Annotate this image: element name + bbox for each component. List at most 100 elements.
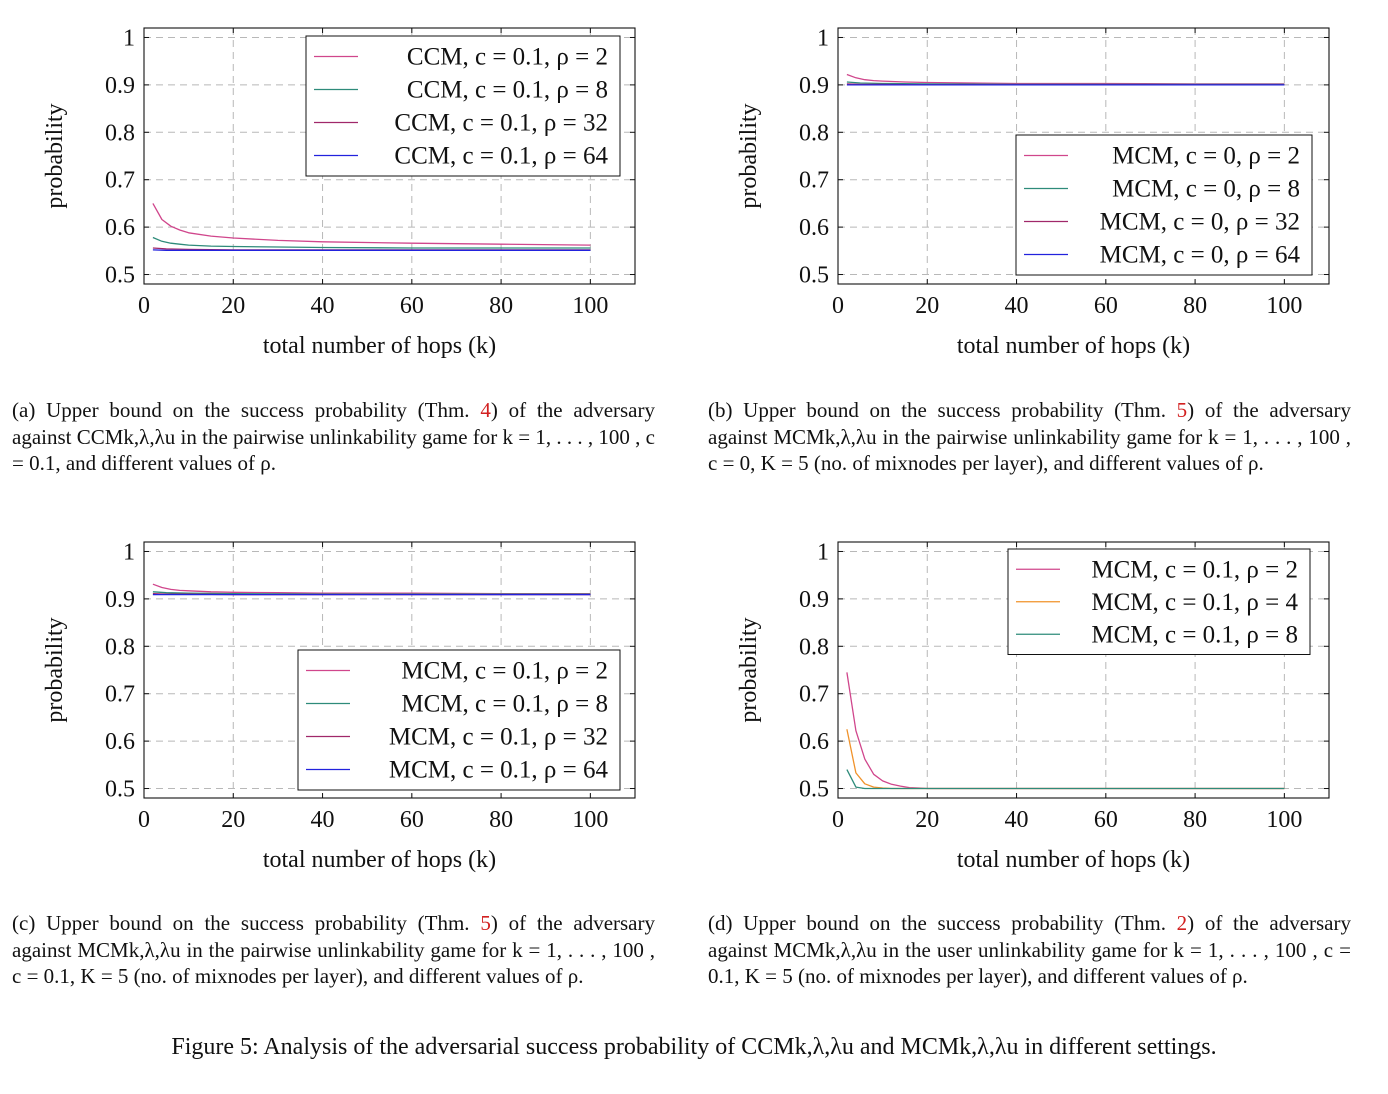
series-line-1 — [152, 203, 591, 246]
legend-label-1: MCM, c = 0.1, ρ = 2 — [1091, 556, 1298, 583]
x-tick-label: 40 — [311, 807, 335, 833]
x-tick-label: 20 — [915, 293, 939, 319]
y-axis-label: probability — [42, 103, 68, 208]
x-tick-label: 60 — [1094, 807, 1118, 833]
plot-frame — [143, 541, 636, 799]
caption-a: (a) Upper bound on the success probabili… — [12, 397, 655, 477]
legend-label-2: CCM, c = 0.1, ρ = 8 — [407, 77, 608, 104]
y-tick-label: 0.7 — [105, 168, 135, 194]
y-tick-label: 0.5 — [105, 777, 135, 803]
x-tick-label: 100 — [1266, 293, 1302, 319]
plot-frame — [837, 27, 1330, 285]
x-tick-label: 100 — [1266, 807, 1302, 833]
series-line-1 — [846, 73, 1285, 85]
legend-label-1: MCM, c = 0.1, ρ = 2 — [401, 658, 608, 685]
caption-a-ref[interactable]: 4 — [480, 398, 491, 422]
x-tick-label: 40 — [311, 293, 335, 319]
x-tick-label: 20 — [221, 807, 245, 833]
y-tick-label: 0.6 — [105, 729, 135, 755]
legend-box — [1015, 134, 1313, 276]
y-tick-label: 0.6 — [105, 215, 135, 241]
caption-d-suffix: ) of the adversary against MCMk,λ,λu in … — [708, 911, 1351, 988]
y-tick-label: 1 — [123, 539, 135, 565]
x-tick-label: 80 — [1183, 807, 1207, 833]
y-tick-label: 0.6 — [799, 729, 829, 755]
x-tick-label: 20 — [221, 293, 245, 319]
y-tick-label: 0.8 — [799, 634, 829, 660]
y-tick-label: 0.7 — [799, 682, 829, 708]
y-tick-label: 0.7 — [105, 682, 135, 708]
x-axis-label: total number of hops (k) — [957, 847, 1190, 873]
x-tick-label: 100 — [572, 293, 608, 319]
y-tick-label: 1 — [817, 539, 829, 565]
legend-label-3: CCM, c = 0.1, ρ = 32 — [394, 110, 608, 137]
x-tick-label: 60 — [1094, 293, 1118, 319]
figure-caption: Figure 5: Analysis of the adversarial su… — [171, 1034, 1217, 1060]
x-tick-label: 100 — [572, 807, 608, 833]
legend-label-3: MCM, c = 0.1, ρ = 32 — [389, 724, 608, 751]
caption-b: (b) Upper bound on the success probabili… — [708, 397, 1351, 477]
series-line-2 — [152, 236, 591, 249]
chart-a: 0 20 40 60 80 100 0.5 0.6 0.7 0.8 0.9 1 total number… — [42, 25, 636, 359]
series-line-1 — [846, 672, 1285, 790]
y-axis-label: probability — [736, 617, 762, 722]
caption-b-suffix: ) of the adversary against MCMk,λ,λu in … — [708, 398, 1351, 475]
chart-c: 0 20 40 60 80 100 0.5 0.6 0.7 0.8 0.9 1 total number… — [42, 539, 636, 873]
y-tick-label: 0.9 — [105, 587, 135, 613]
y-tick-label: 0.8 — [105, 120, 135, 146]
legend-label-4: MCM, c = 0.1, ρ = 64 — [389, 757, 609, 784]
x-tick-label: 60 — [400, 293, 424, 319]
x-tick-label: 0 — [832, 293, 844, 319]
y-tick-label: 0.8 — [105, 634, 135, 660]
plot-frame — [837, 541, 1330, 799]
chart-d: 0 20 40 60 80 100 0.5 0.6 0.7 0.8 0.9 1 total number… — [736, 539, 1330, 873]
legend-box — [305, 35, 621, 177]
caption-d: (d) Upper bound on the success probabili… — [708, 910, 1351, 990]
y-tick-label: 0.9 — [105, 73, 135, 99]
x-axis-label: total number of hops (k) — [263, 333, 496, 359]
x-tick-label: 0 — [138, 807, 150, 833]
caption-a-suffix: ) of the adversary against CCMk,λ,λu in … — [12, 398, 655, 475]
y-axis-label: probability — [736, 103, 762, 208]
x-tick-label: 60 — [400, 807, 424, 833]
series-line-2 — [846, 729, 1285, 790]
y-tick-label: 0.5 — [105, 263, 135, 289]
plot-frame — [143, 27, 636, 285]
legend-label-2: MCM, c = 0, ρ = 8 — [1112, 176, 1300, 203]
legend-label-2: MCM, c = 0.1, ρ = 8 — [401, 691, 608, 718]
y-tick-label: 1 — [123, 25, 135, 51]
y-tick-label: 0.5 — [799, 777, 829, 803]
caption-c-ref[interactable]: 5 — [480, 911, 491, 935]
caption-a-prefix: (a) Upper bound on the success probabili… — [12, 398, 481, 422]
x-tick-label: 80 — [489, 807, 513, 833]
x-axis-label: total number of hops (k) — [263, 847, 496, 873]
x-tick-label: 0 — [138, 293, 150, 319]
caption-b-prefix: (b) Upper bound on the success probabili… — [708, 398, 1177, 422]
y-tick-label: 0.5 — [799, 263, 829, 289]
y-tick-label: 1 — [817, 25, 829, 51]
caption-d-ref[interactable]: 2 — [1176, 911, 1188, 935]
y-tick-label: 0.9 — [799, 73, 829, 99]
caption-b-ref[interactable]: 5 — [1176, 398, 1188, 422]
x-tick-label: 20 — [915, 807, 939, 833]
legend-label-2: MCM, c = 0.1, ρ = 4 — [1091, 589, 1298, 616]
caption-c: (c) Upper bound on the success probabili… — [12, 910, 655, 990]
legend-label-4: CCM, c = 0.1, ρ = 64 — [394, 143, 608, 170]
x-tick-label: 0 — [832, 807, 844, 833]
x-tick-label: 40 — [1005, 807, 1029, 833]
y-tick-label: 0.8 — [799, 120, 829, 146]
caption-c-prefix: (c) Upper bound on the success probabili… — [12, 911, 481, 935]
y-tick-label: 0.7 — [799, 168, 829, 194]
caption-d-prefix: (d) Upper bound on the success probabili… — [708, 911, 1177, 935]
legend-label-4: MCM, c = 0, ρ = 64 — [1100, 242, 1301, 269]
x-axis-label: total number of hops (k) — [957, 333, 1190, 359]
y-tick-label: 0.9 — [799, 587, 829, 613]
caption-c-suffix: ) of the adversary against MCMk,λ,λu in … — [12, 911, 655, 988]
chart-b: 0 20 40 60 80 100 0.5 0.6 0.7 0.8 0.9 1 total number… — [736, 25, 1330, 359]
legend-label-1: MCM, c = 0, ρ = 2 — [1112, 143, 1300, 170]
legend-label-1: CCM, c = 0.1, ρ = 2 — [407, 44, 608, 71]
x-tick-label: 80 — [1183, 293, 1207, 319]
legend-label-3: MCM, c = 0.1, ρ = 8 — [1091, 621, 1298, 648]
y-axis-label: probability — [42, 617, 68, 722]
legend-label-3: MCM, c = 0, ρ = 32 — [1100, 209, 1300, 236]
